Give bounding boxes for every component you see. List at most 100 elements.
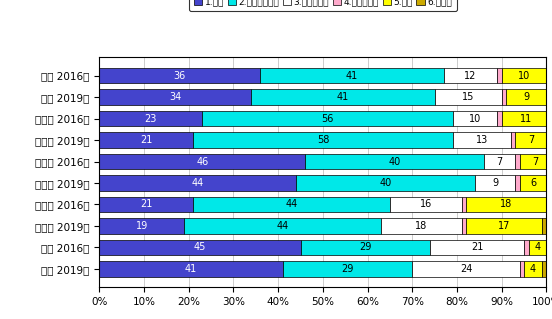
Bar [542, 218, 546, 234]
Bar [202, 111, 453, 126]
Bar [193, 132, 453, 148]
Bar [524, 261, 542, 277]
Bar [551, 111, 552, 126]
Text: 24: 24 [460, 264, 472, 274]
Text: 21: 21 [471, 242, 484, 252]
Bar [296, 175, 475, 191]
Text: 56: 56 [321, 114, 333, 123]
Bar [515, 132, 546, 148]
Bar [99, 261, 283, 277]
Text: 17: 17 [498, 221, 510, 231]
Text: 44: 44 [277, 221, 289, 231]
Bar [193, 197, 390, 212]
Text: 40: 40 [379, 178, 391, 188]
Text: 4: 4 [530, 264, 536, 274]
Text: 10: 10 [469, 114, 481, 123]
Text: 41: 41 [185, 264, 197, 274]
Text: 9: 9 [492, 178, 498, 188]
Text: 21: 21 [140, 199, 152, 210]
Bar [546, 197, 551, 212]
Text: 29: 29 [359, 242, 371, 252]
Bar [99, 218, 184, 234]
Bar [546, 89, 551, 105]
Bar [283, 261, 412, 277]
Bar [99, 89, 251, 105]
Bar [506, 89, 546, 105]
Text: 13: 13 [475, 135, 488, 145]
Bar [546, 68, 551, 83]
Bar [430, 240, 524, 255]
Text: 23: 23 [145, 114, 157, 123]
Bar [515, 154, 519, 169]
Bar [412, 261, 519, 277]
Text: 4: 4 [534, 242, 540, 252]
Bar [461, 197, 466, 212]
Text: 9: 9 [523, 92, 529, 102]
Legend: 1.粒剤, 2.フロアブル剤, 3.ジャンボ剤, 4.題粒水和剤, 5.乳剤, 6.その他: 1.粒剤, 2.フロアブル剤, 3.ジャンボ剤, 4.題粒水和剤, 5.乳剤, … [189, 0, 457, 11]
Bar [251, 89, 435, 105]
Bar [502, 111, 551, 126]
Text: 40: 40 [389, 157, 401, 167]
Bar [305, 154, 484, 169]
Bar [301, 240, 430, 255]
Text: 44: 44 [285, 199, 298, 210]
Text: 6: 6 [530, 178, 536, 188]
Bar [502, 68, 546, 83]
Bar [435, 89, 502, 105]
Text: 11: 11 [520, 114, 533, 123]
Bar [542, 261, 546, 277]
Text: 46: 46 [196, 157, 208, 167]
Bar [497, 111, 502, 126]
Bar [524, 240, 529, 255]
Bar [515, 175, 519, 191]
Text: 15: 15 [462, 92, 474, 102]
Text: 7: 7 [528, 135, 534, 145]
Bar [519, 261, 524, 277]
Bar [466, 197, 546, 212]
Text: 10: 10 [518, 70, 530, 81]
Bar [184, 218, 381, 234]
Text: 18: 18 [415, 221, 427, 231]
Bar [546, 175, 551, 191]
Bar [546, 132, 551, 148]
Text: 34: 34 [169, 92, 182, 102]
Bar [453, 111, 497, 126]
Bar [390, 197, 461, 212]
Bar [519, 175, 546, 191]
Bar [484, 154, 515, 169]
Bar [453, 132, 511, 148]
Bar [444, 68, 497, 83]
Bar [99, 132, 193, 148]
Bar [529, 240, 546, 255]
Bar [99, 240, 301, 255]
Bar [511, 132, 515, 148]
Text: 16: 16 [420, 199, 432, 210]
Text: 19: 19 [136, 221, 148, 231]
Bar [99, 111, 202, 126]
Bar [519, 154, 551, 169]
Bar [466, 218, 542, 234]
Bar [461, 218, 466, 234]
Bar [99, 68, 261, 83]
Text: 36: 36 [174, 70, 186, 81]
Bar [475, 175, 515, 191]
Text: 41: 41 [337, 92, 349, 102]
Text: 44: 44 [192, 178, 204, 188]
Text: 18: 18 [500, 199, 512, 210]
Text: 58: 58 [317, 135, 329, 145]
Bar [551, 154, 552, 169]
Bar [497, 68, 502, 83]
Text: 41: 41 [346, 70, 358, 81]
Text: 29: 29 [341, 264, 354, 274]
Bar [546, 240, 551, 255]
Text: 7: 7 [532, 157, 538, 167]
Bar [261, 68, 444, 83]
Text: 7: 7 [496, 157, 503, 167]
Text: 12: 12 [464, 70, 477, 81]
Bar [381, 218, 461, 234]
Bar [99, 197, 193, 212]
Text: 45: 45 [194, 242, 206, 252]
Bar [99, 175, 296, 191]
Bar [99, 154, 305, 169]
Text: 21: 21 [140, 135, 152, 145]
